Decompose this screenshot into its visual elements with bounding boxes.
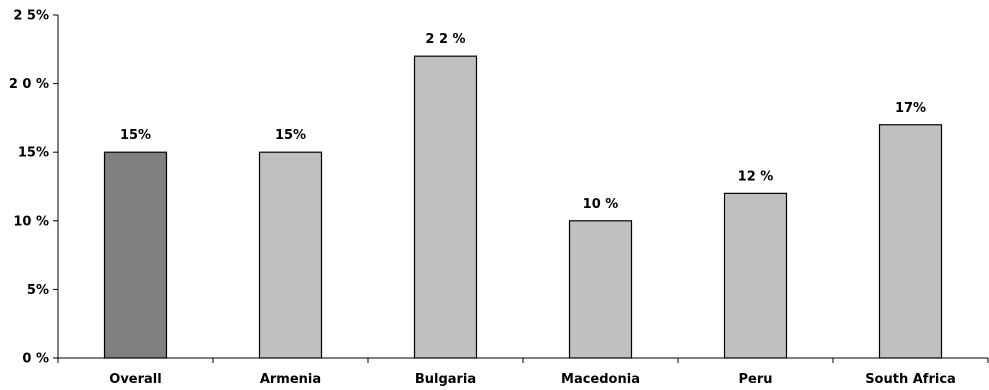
x-tick-label: Macedonia bbox=[561, 372, 640, 387]
data-label: 15% bbox=[275, 128, 306, 143]
bar-armenia bbox=[258, 151, 323, 359]
y-tick-label: 0 % bbox=[22, 352, 49, 367]
bar-peru bbox=[723, 192, 788, 359]
y-tick-label: 5% bbox=[27, 283, 49, 298]
y-tick-label: 2 0 % bbox=[9, 77, 49, 92]
y-tick-label: 15% bbox=[18, 146, 49, 161]
bar-overall bbox=[103, 151, 168, 359]
y-tick-label: 2 5% bbox=[13, 9, 49, 24]
data-label: 15% bbox=[120, 128, 151, 143]
data-label: 12 % bbox=[738, 169, 774, 184]
data-labels: 15% 15% 2 2 % 10 % 12 % 17% bbox=[120, 32, 926, 212]
y-tick-label: 10 % bbox=[13, 214, 49, 229]
bar-south-africa bbox=[878, 124, 943, 359]
x-axis: Overall Armenia Bulgaria Macedonia Peru South… bbox=[57, 357, 989, 387]
x-tick-label: Armenia bbox=[260, 372, 321, 387]
bars bbox=[103, 55, 943, 359]
x-tick-label: South Africa bbox=[865, 372, 956, 387]
data-label: 10 % bbox=[583, 197, 619, 212]
x-tick-label: Overall bbox=[109, 372, 161, 387]
bar-macedonia bbox=[568, 220, 633, 359]
y-axis: 0 % 5% 10 % 15% 2 0 % 2 5% bbox=[9, 9, 59, 367]
data-label: 2 2 % bbox=[425, 32, 465, 47]
x-tick-label: Bulgaria bbox=[415, 372, 476, 387]
data-label: 17% bbox=[895, 101, 926, 116]
x-tick-label: Peru bbox=[738, 372, 772, 387]
bar-bulgaria bbox=[413, 55, 478, 359]
